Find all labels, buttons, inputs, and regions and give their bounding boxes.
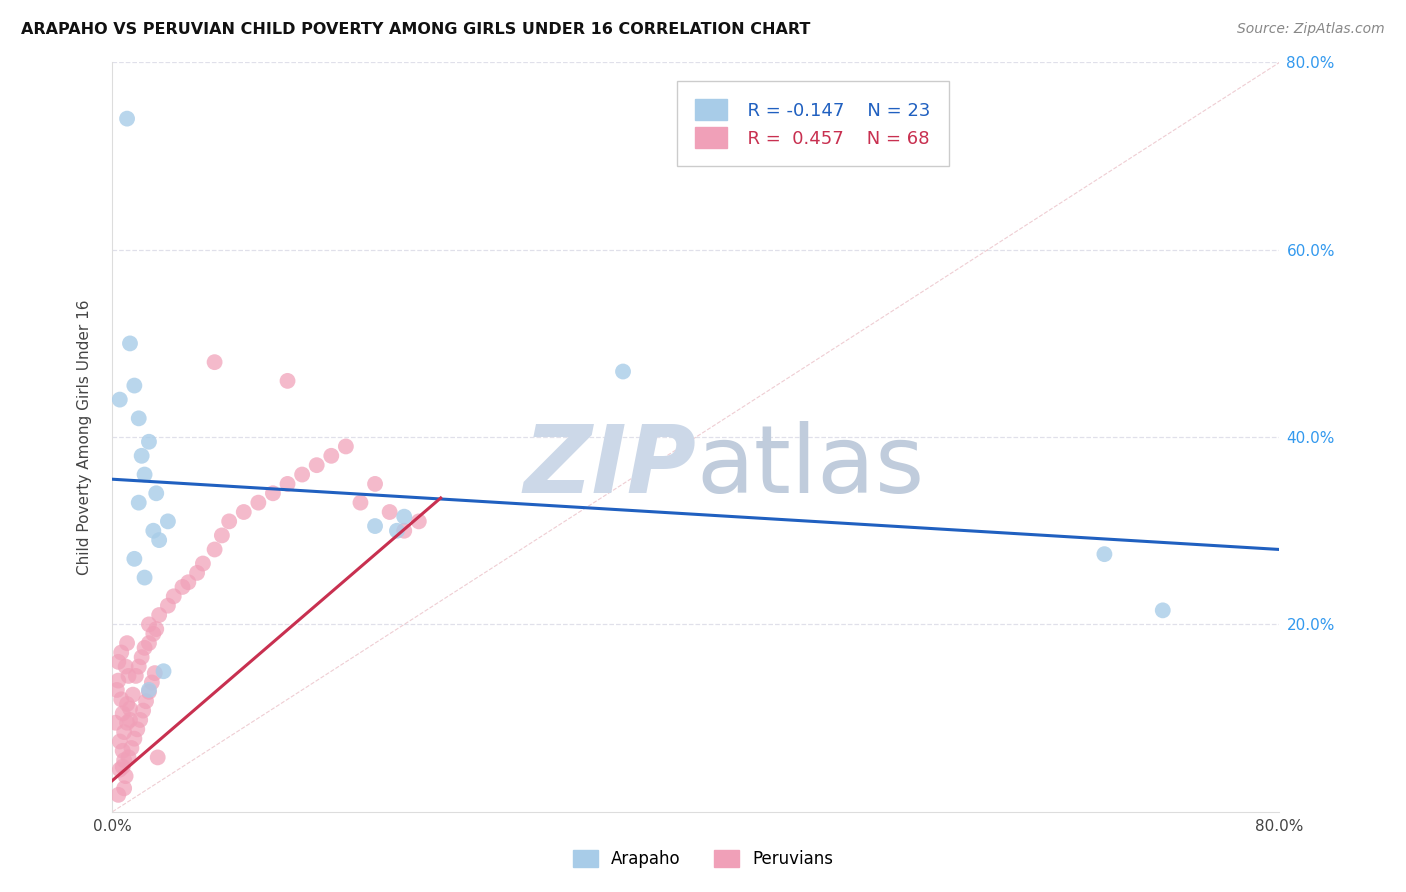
Point [108,734,131,748]
Point [129,713,152,727]
Point [146,750,169,764]
Point [120,741,142,756]
Point [138,617,160,632]
Point [232,505,254,519]
Point [186,566,208,580]
Point [134,467,156,482]
Point [124,551,146,566]
Point [112,781,135,796]
Point [117,750,139,764]
Point [364,476,387,491]
Point [247,496,270,510]
Point [1094,547,1116,561]
Point [107,655,129,669]
Point [378,505,401,519]
Point [115,715,138,730]
Point [138,636,160,650]
Point [127,723,149,737]
Point [111,706,134,721]
Point [156,599,179,613]
Point [114,659,136,673]
Y-axis label: Child Poverty Among Girls Under 16: Child Poverty Among Girls Under 16 [77,300,91,574]
Point [145,486,167,500]
Point [204,355,226,369]
Point [305,458,328,473]
Point [191,557,214,571]
Point [612,365,634,379]
Point [141,675,163,690]
Legend:   R = -0.147    N = 23,   R =  0.457    N = 68: R = -0.147 N = 23, R = 0.457 N = 68 [682,87,943,161]
Text: Source: ZipAtlas.com: Source: ZipAtlas.com [1237,22,1385,37]
Point [276,476,298,491]
Point [115,697,138,711]
Point [112,753,135,767]
Point [408,514,430,528]
Point [204,542,226,557]
Point [107,788,129,802]
Point [138,685,160,699]
Point [385,524,408,538]
Point [128,411,150,425]
Point [177,575,200,590]
Point [145,622,167,636]
Point [335,440,357,453]
Point [134,571,156,585]
Point [276,374,298,388]
Point [172,580,194,594]
Text: ARAPAHO VS PERUVIAN CHILD POVERTY AMONG GIRLS UNDER 16 CORRELATION CHART: ARAPAHO VS PERUVIAN CHILD POVERTY AMONG … [21,22,810,37]
Point [124,378,146,392]
Point [262,486,284,500]
Point [110,646,132,660]
Point [128,496,150,510]
Point [349,496,371,510]
Point [132,704,155,718]
Point [108,763,131,777]
Point [135,694,157,708]
Point [148,608,170,623]
Point [291,467,314,482]
Point [148,533,170,547]
Text: ZIP: ZIP [523,421,696,513]
Legend: Arapaho, Peruvians: Arapaho, Peruvians [567,843,839,875]
Point [122,688,145,702]
Point [110,692,132,706]
Point [112,725,135,739]
Point [163,590,186,604]
Point [118,701,141,715]
Point [152,664,174,679]
Point [125,669,148,683]
Point [104,715,127,730]
Point [394,509,416,524]
Point [321,449,343,463]
Point [115,112,138,126]
Point [108,392,131,407]
Point [138,434,160,449]
Point [156,514,179,528]
Point [128,659,150,673]
Point [211,528,233,542]
Point [134,640,156,655]
Point [115,636,138,650]
Point [138,683,160,698]
Point [105,683,128,698]
Point [218,514,240,528]
Point [114,769,136,783]
Point [111,760,134,774]
Point [1152,603,1174,617]
Point [131,650,153,665]
Point [118,713,141,727]
Point [107,673,129,688]
Point [142,524,165,538]
Point [394,524,416,538]
Point [364,519,387,533]
Point [143,666,166,681]
Point [111,744,134,758]
Point [124,731,146,746]
Point [117,669,139,683]
Point [131,449,153,463]
Point [118,336,141,351]
Point [142,626,165,640]
Text: atlas: atlas [696,421,924,513]
